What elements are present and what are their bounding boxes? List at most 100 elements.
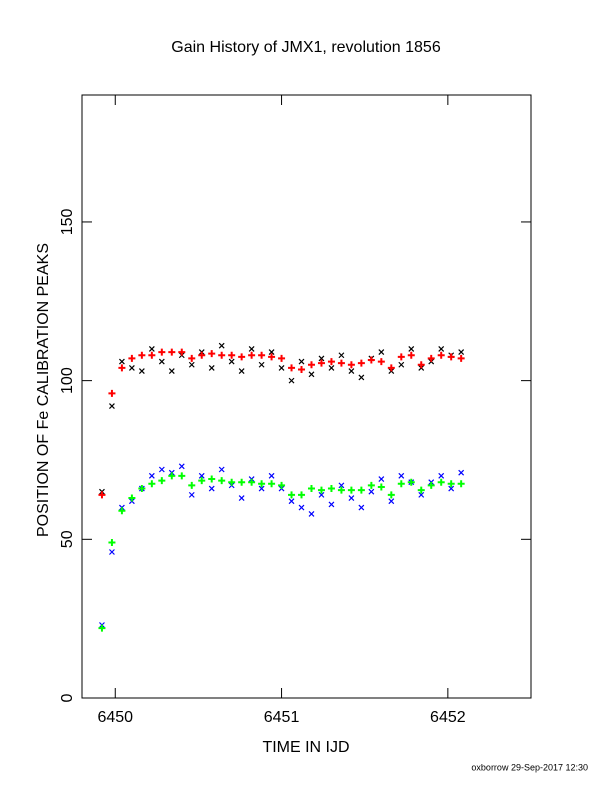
point [378, 476, 385, 482]
point [288, 377, 295, 384]
point [337, 359, 345, 367]
point [248, 351, 256, 359]
point [318, 491, 325, 498]
point [158, 348, 166, 356]
point [407, 351, 415, 359]
point [458, 349, 465, 355]
point [258, 351, 266, 359]
point [357, 486, 365, 494]
point [408, 345, 415, 352]
point [268, 472, 275, 479]
point [388, 498, 395, 505]
point [178, 348, 186, 356]
point [109, 549, 115, 555]
point [347, 486, 355, 494]
point [458, 469, 465, 476]
point [328, 501, 335, 508]
point [168, 368, 175, 375]
point [248, 478, 256, 486]
point [348, 368, 355, 375]
point [208, 365, 215, 371]
point [347, 361, 355, 369]
point [278, 354, 286, 362]
point [228, 358, 235, 365]
y-tick-label: 0 [59, 693, 76, 702]
point [228, 478, 236, 486]
point [128, 365, 135, 371]
point [348, 495, 355, 501]
y-axis-label: POSITION OF Fe CALIBRATION PEAKS [35, 243, 52, 537]
point [367, 481, 375, 489]
point [457, 480, 465, 488]
point [437, 478, 445, 486]
plot-frame [81, 94, 532, 699]
point [437, 351, 445, 359]
point [317, 359, 325, 367]
point [398, 472, 405, 479]
point [337, 486, 345, 494]
point [447, 353, 455, 361]
point [368, 488, 375, 495]
point [138, 485, 146, 493]
point [109, 403, 115, 409]
point [377, 483, 385, 491]
point [328, 365, 335, 371]
point [138, 351, 146, 359]
point [307, 485, 315, 493]
point [378, 349, 385, 355]
point [258, 480, 266, 488]
point [398, 361, 405, 368]
point [148, 480, 156, 488]
x-tick-label: 6451 [264, 709, 300, 726]
point [268, 480, 276, 488]
chart-title: Gain History of JMX1, revolution 1856 [171, 39, 441, 56]
point [128, 354, 136, 362]
x-tick-label: 6450 [97, 709, 133, 726]
point [298, 491, 306, 499]
point [457, 354, 465, 362]
point [438, 345, 445, 352]
point [218, 466, 225, 473]
point [148, 351, 156, 359]
point [308, 371, 315, 378]
point [158, 358, 165, 365]
point [377, 358, 385, 366]
point [118, 507, 126, 515]
point [258, 485, 265, 492]
point [308, 511, 315, 517]
footer: oxborrow 29-Sep-2017 12:30 [471, 762, 588, 772]
point [138, 368, 145, 375]
point [288, 498, 295, 505]
point [438, 472, 445, 479]
point [387, 364, 395, 372]
point [198, 472, 205, 479]
point [278, 481, 286, 489]
point [238, 495, 245, 501]
point [418, 491, 425, 498]
point [258, 361, 265, 368]
point [278, 365, 285, 371]
point [148, 345, 155, 352]
point [188, 354, 196, 362]
point [288, 491, 296, 499]
point [218, 477, 226, 485]
point [98, 624, 106, 632]
point [268, 353, 276, 361]
y-tick-label: 50 [59, 530, 76, 548]
point [208, 475, 216, 483]
point [148, 472, 155, 479]
x-axis-label: TIME IN IJD [262, 739, 349, 756]
point [118, 364, 126, 372]
point [228, 351, 236, 359]
point [198, 477, 206, 485]
point [367, 356, 375, 364]
point [417, 361, 425, 369]
point [208, 485, 215, 492]
point [208, 350, 216, 358]
point [108, 389, 116, 397]
point [338, 482, 345, 489]
point [298, 504, 305, 511]
point [298, 358, 305, 365]
point [427, 354, 435, 362]
point [387, 491, 395, 499]
